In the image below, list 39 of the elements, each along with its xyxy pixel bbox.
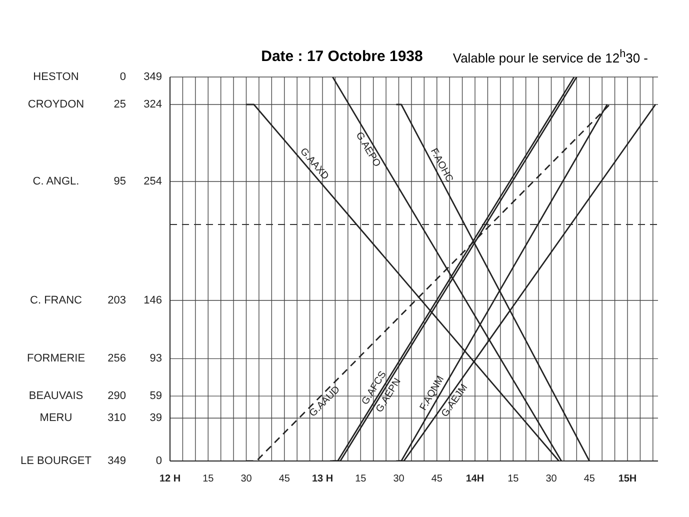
text: CROYDON: [28, 98, 84, 111]
chart-subtitle: Valable pour le service de 12$^{h}$30 -: [452, 48, 648, 66]
x-tick-label: 30: [240, 474, 252, 485]
y-tick-label: 39: [150, 412, 162, 424]
y2-tick-label: 95: [114, 176, 126, 188]
x-tick-label: 12 H: [159, 474, 181, 485]
y2-tick-label: 203: [108, 294, 126, 307]
y-tick-label: 254: [144, 176, 162, 188]
y-tick-label: 59: [150, 390, 162, 402]
x-tick-label: 15H: [618, 474, 637, 485]
x-tick-label: 45: [278, 474, 290, 485]
y-tick-label: 93: [150, 353, 162, 365]
y2-tick-label: 310: [108, 412, 126, 424]
x-tick-label: 15: [202, 474, 214, 485]
y-tick-label: 146: [144, 294, 162, 307]
text: LE BOURGET: [20, 455, 92, 468]
y-tick-label: 349: [144, 71, 162, 84]
text: FORMERIE: [26, 353, 86, 365]
y2-tick-label: 0: [120, 71, 126, 84]
text: C. ANGL.: [32, 176, 80, 188]
y2-tick-label: 349: [108, 455, 126, 468]
text: HESTON: [33, 71, 79, 84]
y2-tick-label: 290: [108, 390, 126, 402]
x-tick-label: 30: [393, 474, 405, 485]
y-tick-label: 0: [156, 455, 162, 468]
text: C. FRANC: [30, 294, 82, 307]
x-tick-label: 45: [431, 474, 443, 485]
text: BEAUVAIS: [28, 390, 84, 402]
x-tick-label: 45: [584, 474, 596, 485]
x-tick-label: 30: [546, 474, 558, 485]
x-tick-label: 15: [508, 474, 520, 485]
x-tick-label: 14H: [466, 474, 484, 485]
text: MERU: [40, 412, 72, 424]
y2-tick-label: 25: [114, 98, 126, 111]
y2-tick-label: 256: [108, 353, 126, 365]
x-tick-label: 15: [355, 474, 367, 485]
y-tick-label: 324: [144, 98, 162, 111]
x-tick-label: 13 H: [312, 474, 334, 485]
chart-title: Date : 17 Octobre 1938: [261, 48, 423, 66]
